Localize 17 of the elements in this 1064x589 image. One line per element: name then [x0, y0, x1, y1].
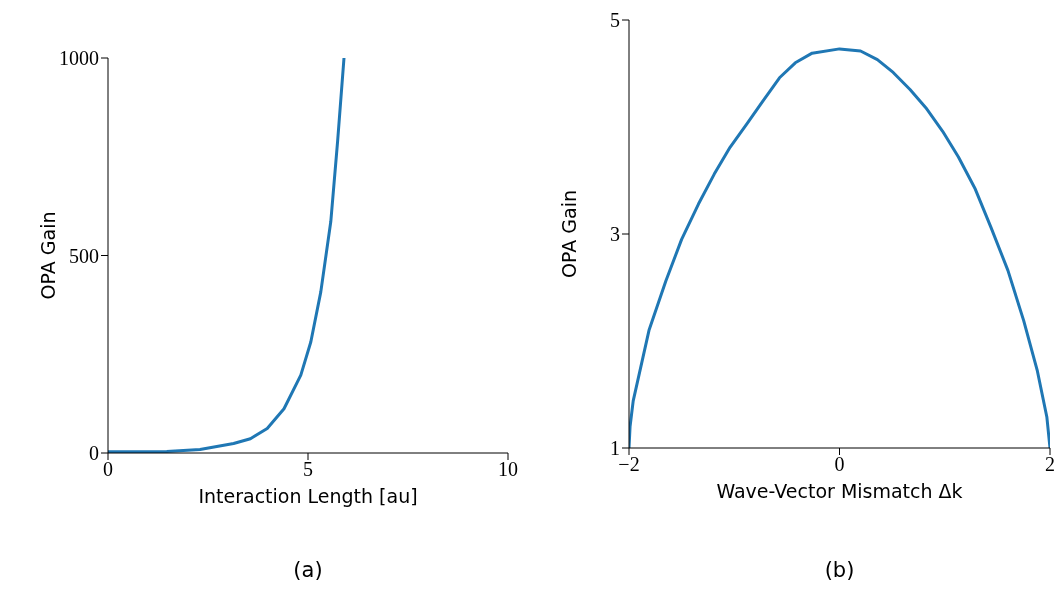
y-tick-label: 1	[610, 437, 620, 460]
x-tick-label: −2	[618, 453, 640, 476]
text: (a)	[292, 558, 324, 582]
x-axis-title: Wave-Vector Mismatch Δk	[716, 480, 963, 502]
x-axis-title: Interaction Length [au]	[198, 485, 418, 507]
y-tick-label: 1000	[59, 47, 99, 70]
x-tick-label: 0	[834, 453, 845, 476]
x-tick-label: 5	[303, 458, 313, 481]
x-tick-label: 0	[103, 458, 113, 481]
y-axis-title: OPA Gain	[557, 190, 580, 278]
y-axis-title: OPA Gain	[36, 211, 59, 300]
y-tick-label: 5	[610, 9, 620, 32]
text: (b)	[823, 558, 856, 582]
x-tick-label: 10	[498, 458, 518, 481]
y-tick-label: 500	[69, 244, 99, 267]
y-tick-label: 3	[610, 223, 620, 246]
x-tick-label: 2	[1045, 453, 1055, 476]
